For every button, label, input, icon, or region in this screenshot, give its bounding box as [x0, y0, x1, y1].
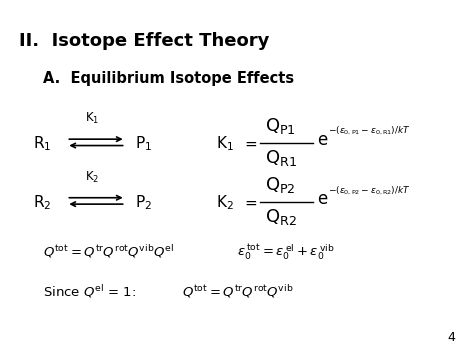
- Text: $Q^{\mathrm{tot}} = Q^{\mathrm{tr}}Q^{\mathrm{rot}}Q^{\mathrm{vib}}Q^{\mathrm{el: $Q^{\mathrm{tot}} = Q^{\mathrm{tr}}Q^{\m…: [43, 244, 173, 261]
- Text: Since $Q^{\mathrm{el}}$ = 1:: Since $Q^{\mathrm{el}}$ = 1:: [43, 283, 136, 300]
- Text: II.  Isotope Effect Theory: II. Isotope Effect Theory: [19, 32, 269, 50]
- Text: $\mathrm{e}$: $\mathrm{e}$: [317, 131, 328, 149]
- Text: $Q^{\mathrm{tot}} = Q^{\mathrm{tr}}Q^{\mathrm{rot}}Q^{\mathrm{vib}}$: $Q^{\mathrm{tot}} = Q^{\mathrm{tr}}Q^{\m…: [182, 283, 294, 300]
- Text: $\mathrm{K_2}$: $\mathrm{K_2}$: [85, 170, 100, 185]
- Text: 4: 4: [447, 331, 455, 344]
- Text: $\varepsilon_0^{\,\mathrm{tot}} = \varepsilon_0^{\,\mathrm{el}} + \varepsilon_0^: $\varepsilon_0^{\,\mathrm{tot}} = \varep…: [237, 242, 335, 262]
- Text: $\mathrm{R_1}$: $\mathrm{R_1}$: [33, 135, 52, 153]
- Text: A.  Equilibrium Isotope Effects: A. Equilibrium Isotope Effects: [43, 71, 294, 86]
- Text: $\mathrm{K_1}$: $\mathrm{K_1}$: [216, 135, 234, 153]
- Text: $\mathrm{Q_{P2}}$: $\mathrm{Q_{P2}}$: [265, 175, 296, 195]
- Text: $-(\varepsilon_{0,\mathrm{P2}}-\varepsilon_{0,\mathrm{R2}})/kT$: $-(\varepsilon_{0,\mathrm{P2}}-\varepsil…: [328, 185, 411, 197]
- Text: $\mathrm{K_2}$: $\mathrm{K_2}$: [216, 193, 234, 212]
- Text: $\mathrm{P_2}$: $\mathrm{P_2}$: [135, 193, 152, 212]
- Text: $\mathrm{R_2}$: $\mathrm{R_2}$: [33, 193, 52, 212]
- Text: $=$: $=$: [242, 195, 258, 210]
- Text: $-(\varepsilon_{0,\mathrm{P1}}-\varepsilon_{0,\mathrm{R1}})/kT$: $-(\varepsilon_{0,\mathrm{P1}}-\varepsil…: [328, 125, 411, 137]
- Text: $\mathrm{Q_{P1}}$: $\mathrm{Q_{P1}}$: [265, 116, 296, 136]
- Text: $=$: $=$: [242, 136, 258, 151]
- Text: $\mathrm{Q_{R1}}$: $\mathrm{Q_{R1}}$: [265, 148, 297, 168]
- Text: $\mathrm{Q_{R2}}$: $\mathrm{Q_{R2}}$: [265, 207, 297, 226]
- Text: $\mathrm{P_1}$: $\mathrm{P_1}$: [135, 135, 152, 153]
- Text: $\mathrm{K_1}$: $\mathrm{K_1}$: [85, 111, 100, 126]
- Text: $\mathrm{e}$: $\mathrm{e}$: [317, 190, 328, 208]
